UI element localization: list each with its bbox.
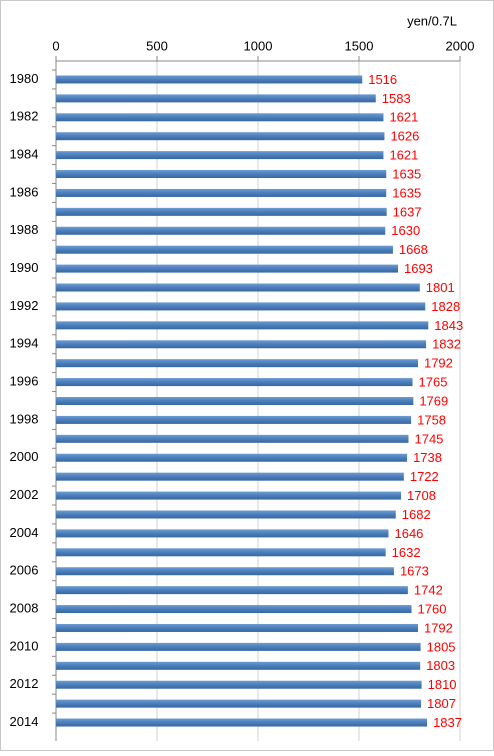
bar xyxy=(56,359,418,368)
y-tick-label: 1986 xyxy=(10,184,39,199)
bar xyxy=(56,642,421,651)
x-tick-label: 2000 xyxy=(446,38,475,53)
value-label: 1792 xyxy=(424,620,453,635)
y-tick-label: 2000 xyxy=(10,449,39,464)
bar xyxy=(56,415,412,424)
y-tick-label: 2012 xyxy=(10,676,39,691)
y-tick-label: 1982 xyxy=(10,109,39,124)
bar xyxy=(56,680,422,689)
y-tick-label: 2008 xyxy=(10,600,39,615)
bar xyxy=(56,453,408,462)
value-label: 1828 xyxy=(431,299,460,314)
bar xyxy=(56,113,384,122)
value-label: 1745 xyxy=(414,431,443,446)
bar xyxy=(56,132,385,141)
value-label: 1632 xyxy=(392,545,421,560)
value-label: 1626 xyxy=(390,129,419,144)
value-label: 1765 xyxy=(419,375,448,390)
y-tick-label: 1980 xyxy=(10,71,39,86)
value-label: 1646 xyxy=(394,526,423,541)
value-label: 1621 xyxy=(389,110,418,125)
value-label: 1810 xyxy=(428,677,457,692)
value-label: 1668 xyxy=(399,242,428,257)
value-label: 1635 xyxy=(392,185,421,200)
bar xyxy=(56,605,412,614)
bar xyxy=(56,283,420,292)
value-label: 1832 xyxy=(432,337,461,352)
value-label: 1635 xyxy=(392,166,421,181)
bar xyxy=(56,188,387,197)
value-label: 1742 xyxy=(414,583,443,598)
bar xyxy=(56,510,396,519)
y-tick-label: 1998 xyxy=(10,411,39,426)
y-tick-label: 2002 xyxy=(10,487,39,502)
axis-unit: yen/0.7L xyxy=(407,13,457,28)
value-label: 1760 xyxy=(418,601,447,616)
value-label: 1722 xyxy=(410,469,439,484)
bar xyxy=(56,529,389,538)
y-tick-label: 2004 xyxy=(10,525,39,540)
value-label: 1583 xyxy=(382,91,411,106)
bar xyxy=(56,302,426,311)
y-tick-label: 1996 xyxy=(10,374,39,389)
bar xyxy=(56,207,387,216)
y-tick-label: 2006 xyxy=(10,563,39,578)
bar xyxy=(56,699,422,708)
value-label: 1801 xyxy=(426,280,455,295)
bar xyxy=(56,340,427,349)
y-tick-label: 1994 xyxy=(10,336,39,351)
y-tick-label: 2014 xyxy=(10,714,39,729)
bar xyxy=(56,586,408,595)
value-label: 1621 xyxy=(389,148,418,163)
value-label: 1792 xyxy=(424,356,453,371)
value-label: 1637 xyxy=(393,204,422,219)
value-label: 1693 xyxy=(404,261,433,276)
y-tick-label: 1992 xyxy=(10,298,39,313)
bar xyxy=(56,378,413,387)
y-tick-label: 1988 xyxy=(10,222,39,237)
bar xyxy=(56,397,414,405)
bar xyxy=(56,94,376,103)
value-label: 1630 xyxy=(391,223,420,238)
x-tick-label: 1000 xyxy=(244,38,273,53)
value-label: 1803 xyxy=(426,658,455,673)
bar xyxy=(56,472,404,481)
value-label: 1673 xyxy=(400,564,429,579)
value-label: 1516 xyxy=(368,72,397,87)
value-label: 1738 xyxy=(413,450,442,465)
value-label: 1758 xyxy=(417,412,446,427)
x-tick-label: 500 xyxy=(146,38,168,53)
bar xyxy=(56,548,386,557)
value-label: 1769 xyxy=(419,393,448,408)
bar xyxy=(56,264,398,273)
y-tick-label: 2010 xyxy=(10,638,39,653)
bar xyxy=(56,567,394,576)
value-label: 1843 xyxy=(434,318,463,333)
bar xyxy=(56,75,363,84)
value-label: 1708 xyxy=(407,488,436,503)
value-label: 1682 xyxy=(402,507,431,522)
bar xyxy=(56,434,409,443)
bar xyxy=(56,226,386,235)
bar xyxy=(56,491,402,500)
x-tick-label: 0 xyxy=(52,38,59,53)
bar xyxy=(56,245,393,254)
bar xyxy=(56,170,387,179)
y-tick-label: 1984 xyxy=(10,147,39,162)
value-label: 1837 xyxy=(433,715,462,730)
bar xyxy=(56,321,429,330)
value-label: 1807 xyxy=(427,696,456,711)
y-tick-label: 1990 xyxy=(10,260,39,275)
bar xyxy=(56,718,428,727)
bar xyxy=(56,151,384,160)
x-tick-label: 1500 xyxy=(345,38,374,53)
bar xyxy=(56,623,418,632)
value-label: 1805 xyxy=(427,639,456,654)
bar xyxy=(56,661,421,670)
